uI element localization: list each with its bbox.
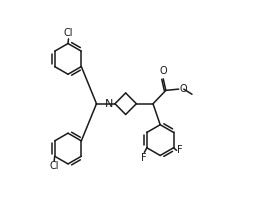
Text: Cl: Cl (64, 28, 73, 38)
Text: F: F (141, 154, 147, 163)
Text: N: N (105, 99, 113, 109)
Text: F: F (177, 145, 183, 155)
Text: O: O (160, 66, 167, 76)
Text: Cl: Cl (49, 161, 59, 171)
Text: O: O (180, 84, 188, 94)
